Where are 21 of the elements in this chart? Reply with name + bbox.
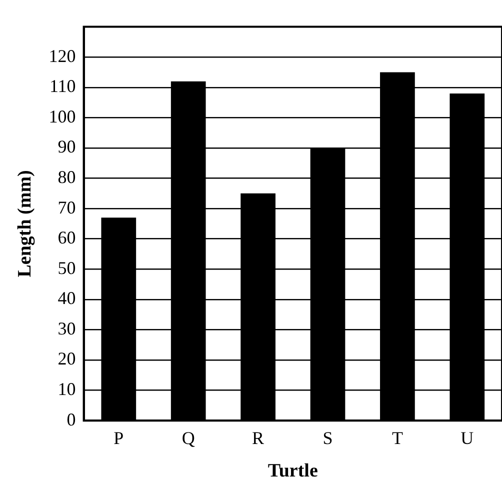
x-tick-label: U <box>460 428 474 448</box>
y-tick-label: 70 <box>58 197 76 218</box>
x-tick-label: Q <box>182 428 195 448</box>
y-tick-label: 90 <box>58 136 76 157</box>
y-tick-label: 10 <box>58 379 76 400</box>
y-tick-label: 20 <box>58 348 76 369</box>
y-tick-label: 40 <box>58 288 76 308</box>
y-tick-label: 110 <box>49 76 76 96</box>
x-tick-label: P <box>114 428 124 448</box>
y-tick-label: 80 <box>58 166 76 187</box>
y-tick-label: 30 <box>58 318 76 338</box>
x-tick-label: S <box>322 428 333 448</box>
y-tick-label: 100 <box>48 106 76 126</box>
y-axis-title: Length (mm) <box>14 170 36 278</box>
y-tick-label: 60 <box>58 228 76 248</box>
x-axis-title: Turtle <box>268 460 318 482</box>
x-tick-label: R <box>252 428 264 448</box>
y-tick-label: 120 <box>48 46 76 66</box>
y-tick-label: 50 <box>58 258 76 278</box>
x-tick-label: T <box>392 428 403 448</box>
y-tick-label: 0 <box>66 409 76 430</box>
